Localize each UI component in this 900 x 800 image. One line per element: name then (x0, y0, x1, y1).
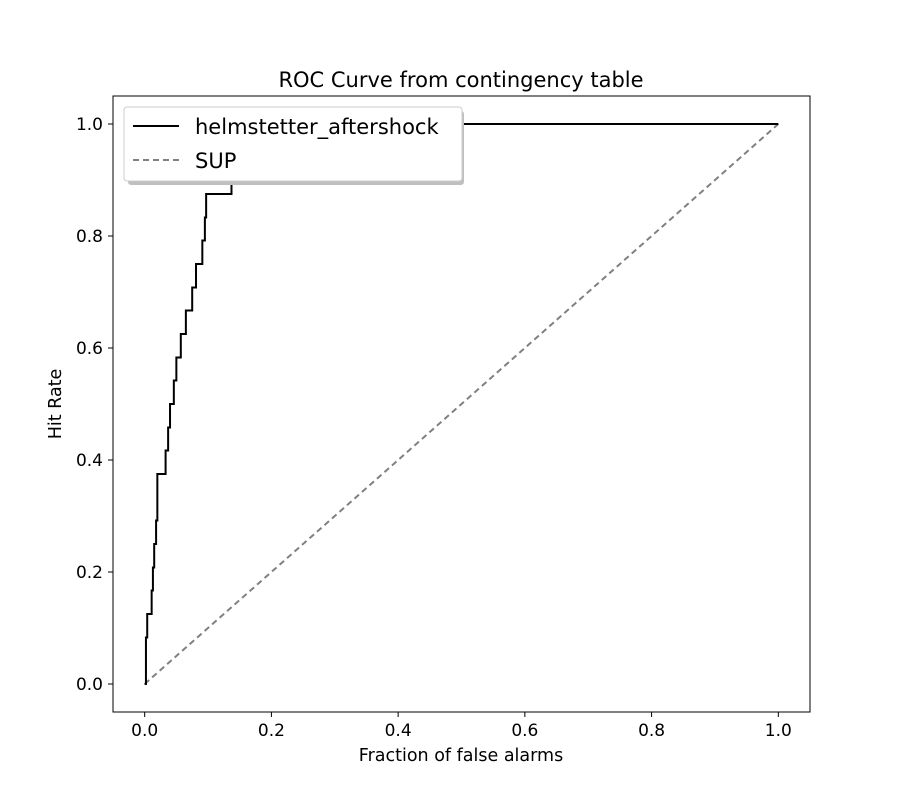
x-axis-title: Fraction of false alarms (359, 746, 563, 766)
y-tick-label: 1.0 (76, 115, 103, 135)
y-tick-label: 0.6 (76, 339, 103, 359)
legend-label-sup: SUP (195, 149, 236, 173)
x-tick-label: 0.0 (131, 721, 158, 741)
x-tick-label: 1.0 (765, 721, 792, 741)
y-tick-label: 0.0 (76, 675, 103, 695)
legend: helmstetter_aftershock SUP (123, 106, 464, 185)
series-line-sup (144, 123, 779, 685)
y-tick-label: 0.4 (76, 451, 103, 471)
y-axis-title: Hit Rate (46, 369, 66, 440)
x-tick-label: 0.8 (638, 721, 665, 741)
x-tick-label: 0.2 (258, 721, 285, 741)
x-tick-label: 0.4 (385, 721, 412, 741)
chart-title: ROC Curve from contingency table (278, 68, 643, 92)
x-axis: 0.0 0.2 0.4 0.6 0.8 1.0 (131, 712, 792, 741)
plot-frame (112, 95, 811, 713)
x-tick-label: 0.6 (511, 721, 538, 741)
legend-box (123, 106, 463, 182)
legend-label-helmstetter: helmstetter_aftershock (195, 115, 439, 140)
y-tick-label: 0.2 (76, 563, 103, 583)
y-tick-label: 0.8 (76, 227, 103, 247)
y-axis: 0.0 0.2 0.4 0.6 0.8 1.0 (76, 115, 113, 695)
